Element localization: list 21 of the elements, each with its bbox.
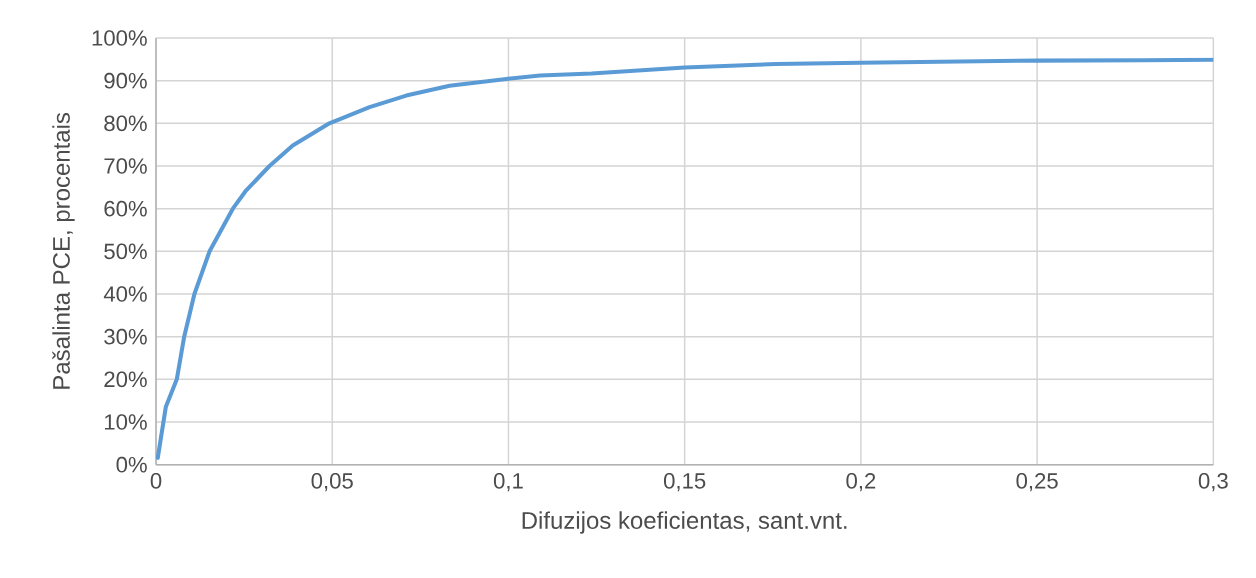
y-tick-label: 20% [104,371,147,388]
line-series [156,57,1214,460]
x-tick-label: 0,2 [846,473,876,492]
y-tick-label: 30% [104,328,147,345]
x-axis-title: Difuzijos koeficientas, sant.vnt. [522,511,847,534]
y-tick-label: 80% [104,115,147,132]
x-tick-label: 0,3 [1198,473,1228,492]
x-tick-label: 0,15 [663,473,706,492]
y-tick-label: 50% [104,243,147,260]
y-tick-label: 70% [104,158,147,174]
y-tick-label: 40% [103,286,147,302]
x-tick-label: 0,25 [1016,473,1058,492]
x-tick-label: 0,1 [493,473,523,492]
x-tick-label: 0,05 [311,473,353,492]
y-tick-label: 10% [105,414,147,430]
y-tick-label: 100% [92,30,147,46]
y-axis-title: Pašalinta PCE, procentais [52,112,75,389]
x-tick-label: 0 [150,473,162,489]
y-tick-label: 0% [116,456,147,473]
y-tick-label: 60% [104,200,147,217]
y-tick-label: 90% [104,72,147,89]
